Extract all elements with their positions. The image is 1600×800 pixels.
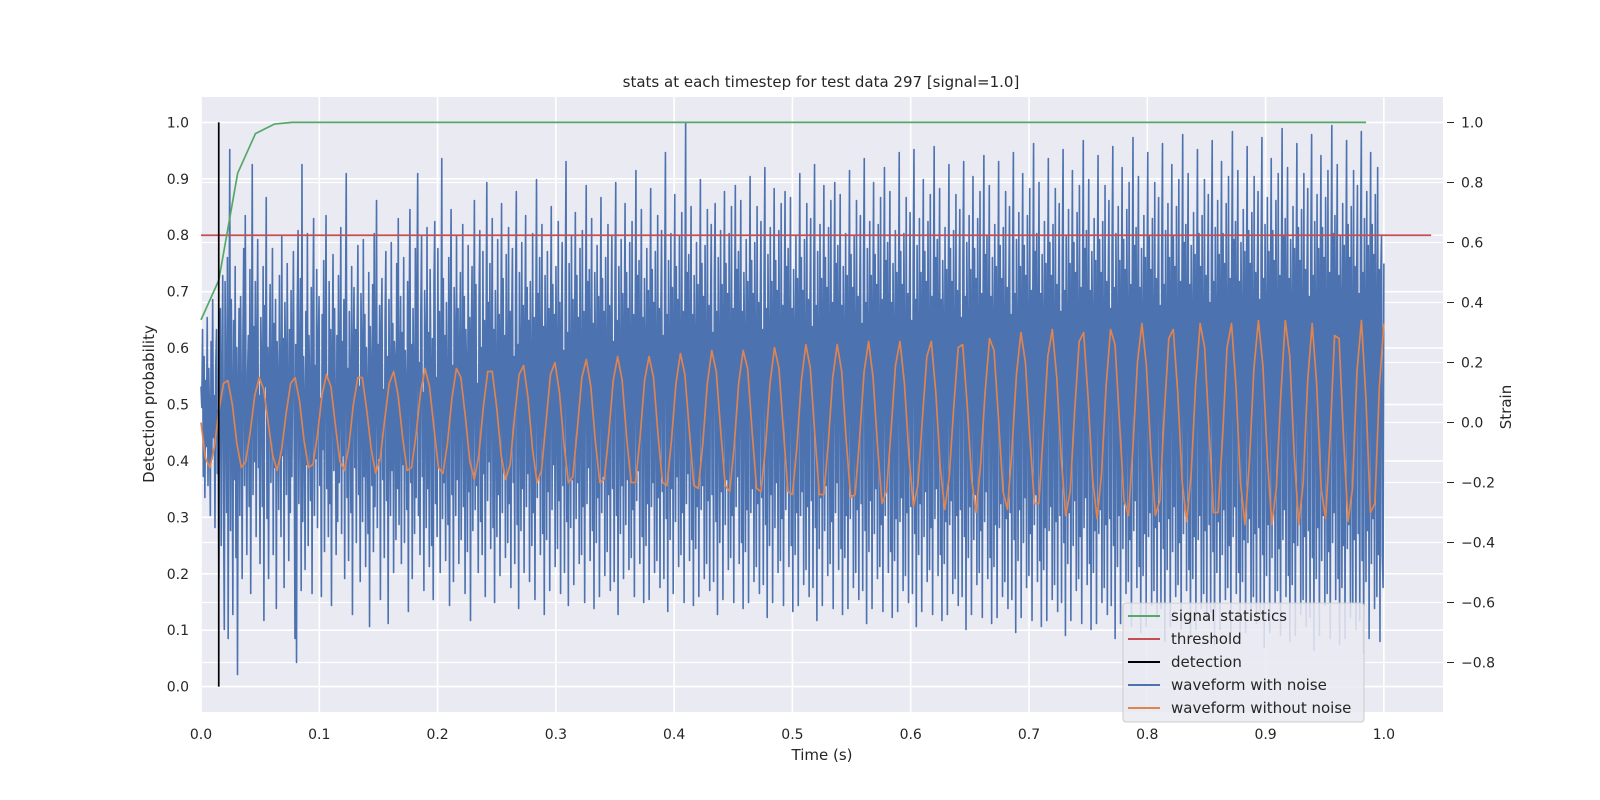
left-axis-ticks: 0.0 0.1 0.2 0.3 0.4 0.5 0.6 0.7 0.8 0.9 1.0 — [167, 115, 189, 695]
series-line-waveform-with-noise — [200, 121, 1385, 676]
legend-label: signal statistics — [1171, 607, 1287, 625]
x-tick-label: 0.4 — [663, 727, 685, 743]
legend-item: signal statistics — [1128, 607, 1287, 625]
left-tick-label: 0.6 — [167, 341, 189, 357]
legend-label: waveform without noise — [1171, 699, 1351, 717]
x-tick-label: 0.6 — [900, 727, 922, 743]
right-tick-label: 0.8 — [1461, 176, 1483, 192]
right-axis-label: Strain — [1497, 385, 1515, 429]
right-tick-label: −0.6 — [1461, 596, 1495, 612]
left-tick-label: 0.4 — [167, 454, 189, 470]
left-axis-label: Detection probability — [140, 325, 158, 483]
x-tick-label: 0.3 — [545, 727, 567, 743]
x-tick-label: 0.9 — [1254, 727, 1276, 743]
legend-label: waveform with noise — [1171, 676, 1327, 694]
legend-label: detection — [1171, 653, 1242, 671]
x-tick-label: 0.8 — [1136, 727, 1158, 743]
right-tick-label: −0.8 — [1461, 656, 1495, 672]
left-tick-label: 0.5 — [167, 398, 189, 414]
left-tick-label: 0.0 — [167, 680, 189, 696]
left-tick-label: 0.9 — [167, 172, 189, 188]
x-axis-ticks: 0.0 0.1 0.2 0.3 0.4 0.5 0.6 0.7 0.8 0.9 1.0 — [190, 727, 1395, 743]
series-layer — [200, 121, 1432, 687]
left-tick-label: 0.3 — [167, 510, 189, 526]
legend-item: waveform without noise — [1128, 699, 1351, 717]
series-line-waveform-without-noise — [200, 319, 1385, 526]
right-axis-ticks: −0.8 −0.6 −0.4 −0.2 0.0 0.2 0.4 0.6 0.8 1.0 — [1447, 116, 1495, 672]
chart-title: stats at each timestep for test data 297… — [623, 73, 1020, 91]
series-line-signal-statistics — [200, 121, 1367, 321]
right-tick-label: 0.6 — [1461, 236, 1483, 252]
left-tick-label: 1.0 — [167, 115, 189, 131]
x-tick-label: 0.0 — [190, 727, 212, 743]
left-tick-label: 0.8 — [167, 228, 189, 244]
right-tick-label: 0.2 — [1461, 356, 1483, 372]
left-tick-label: 0.7 — [167, 285, 189, 301]
x-tick-label: 0.2 — [426, 727, 448, 743]
left-tick-label: 0.1 — [167, 623, 189, 639]
right-tick-label: −0.2 — [1461, 476, 1495, 492]
right-tick-label: 1.0 — [1461, 116, 1483, 132]
legend-item: detection — [1128, 653, 1242, 671]
x-tick-label: 0.1 — [308, 727, 330, 743]
legend-box — [1122, 602, 1365, 723]
left-tick-label: 0.2 — [167, 567, 189, 583]
right-tick-label: 0.4 — [1461, 296, 1483, 312]
legend-item: threshold — [1128, 630, 1242, 648]
legend: signal statistics threshold detection wa… — [1122, 602, 1365, 723]
x-axis-label: Time (s) — [791, 746, 853, 764]
right-tick-label: 0.0 — [1461, 416, 1483, 432]
legend-label: threshold — [1171, 630, 1242, 648]
x-tick-label: 1.0 — [1373, 727, 1395, 743]
x-tick-label: 0.5 — [781, 727, 803, 743]
x-tick-label: 0.7 — [1018, 727, 1040, 743]
legend-item: waveform with noise — [1128, 676, 1327, 694]
right-tick-label: −0.4 — [1461, 536, 1495, 552]
